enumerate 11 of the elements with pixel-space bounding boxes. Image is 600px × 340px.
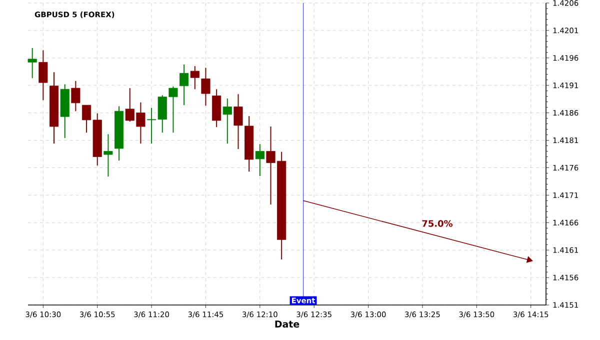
annotation: 75.0% xyxy=(422,220,452,227)
candlestick xyxy=(28,48,37,79)
candlestick xyxy=(255,144,264,176)
candlestick xyxy=(201,67,210,106)
candlestick xyxy=(190,66,200,90)
candlestick xyxy=(38,50,48,101)
candlestick xyxy=(222,98,232,144)
candlestick xyxy=(180,64,189,106)
x-axis-title: Date xyxy=(275,320,300,328)
candlestick xyxy=(71,80,80,112)
candlestick xyxy=(104,134,113,178)
